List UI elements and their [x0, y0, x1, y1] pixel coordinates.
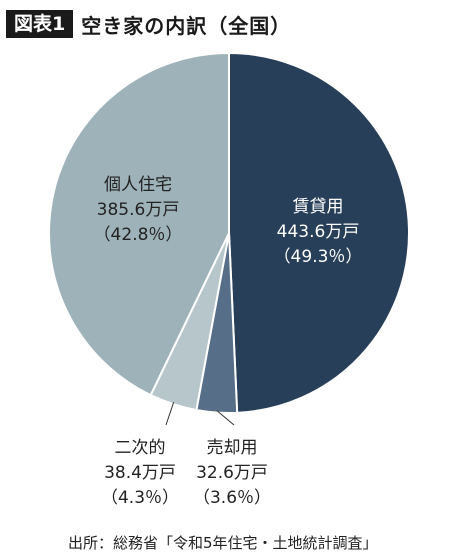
pie-slices — [48, 51, 410, 414]
leader-line-sale — [216, 410, 235, 426]
slice-value-sale: 32.6万戸 — [196, 463, 268, 483]
pie-slice-rental — [228, 51, 410, 414]
slice-percent-sale: （3.6％） — [193, 488, 271, 508]
slice-label-private: 個人住宅 385.6万戸 （42.8％） — [94, 175, 183, 245]
slice-name-sale: 売却用 — [207, 438, 258, 458]
figure-header: 図表1 空き家の内訳（全国） — [6, 10, 291, 38]
slice-value-secondary: 38.4万戸 — [104, 463, 176, 483]
slice-percent-rental: （49.3％） — [274, 247, 363, 267]
source-note: 出所：総務省「令和5年住宅・土地統計調査」 — [68, 534, 378, 552]
slice-value-rental: 443.6万戸 — [277, 222, 360, 242]
figure-tag: 図表1 — [6, 10, 74, 38]
leader-lines — [165, 402, 235, 426]
chart-title: 空き家の内訳（全国） — [81, 13, 292, 38]
slice-percent-secondary: （4.3％） — [101, 488, 179, 508]
slice-percent-private: （42.8％） — [94, 225, 183, 245]
leader-line-secondary — [165, 402, 175, 426]
slice-label-rental: 賃貸用 443.6万戸 （49.3％） — [274, 197, 363, 267]
slice-label-sale: 売却用 32.6万戸 （3.6％） — [193, 438, 271, 508]
pie-chart: 賃貸用 443.6万戸 （49.3％） 個人住宅 385.6万戸 （42.8％）… — [48, 51, 410, 508]
slice-name-private: 個人住宅 — [104, 175, 172, 195]
slice-name-rental: 賃貸用 — [293, 197, 344, 217]
slice-name-secondary: 二次的 — [115, 438, 166, 458]
pie-slice-private — [48, 51, 230, 397]
slice-label-secondary: 二次的 38.4万戸 （4.3％） — [101, 438, 179, 508]
slice-value-private: 385.6万戸 — [97, 200, 180, 220]
